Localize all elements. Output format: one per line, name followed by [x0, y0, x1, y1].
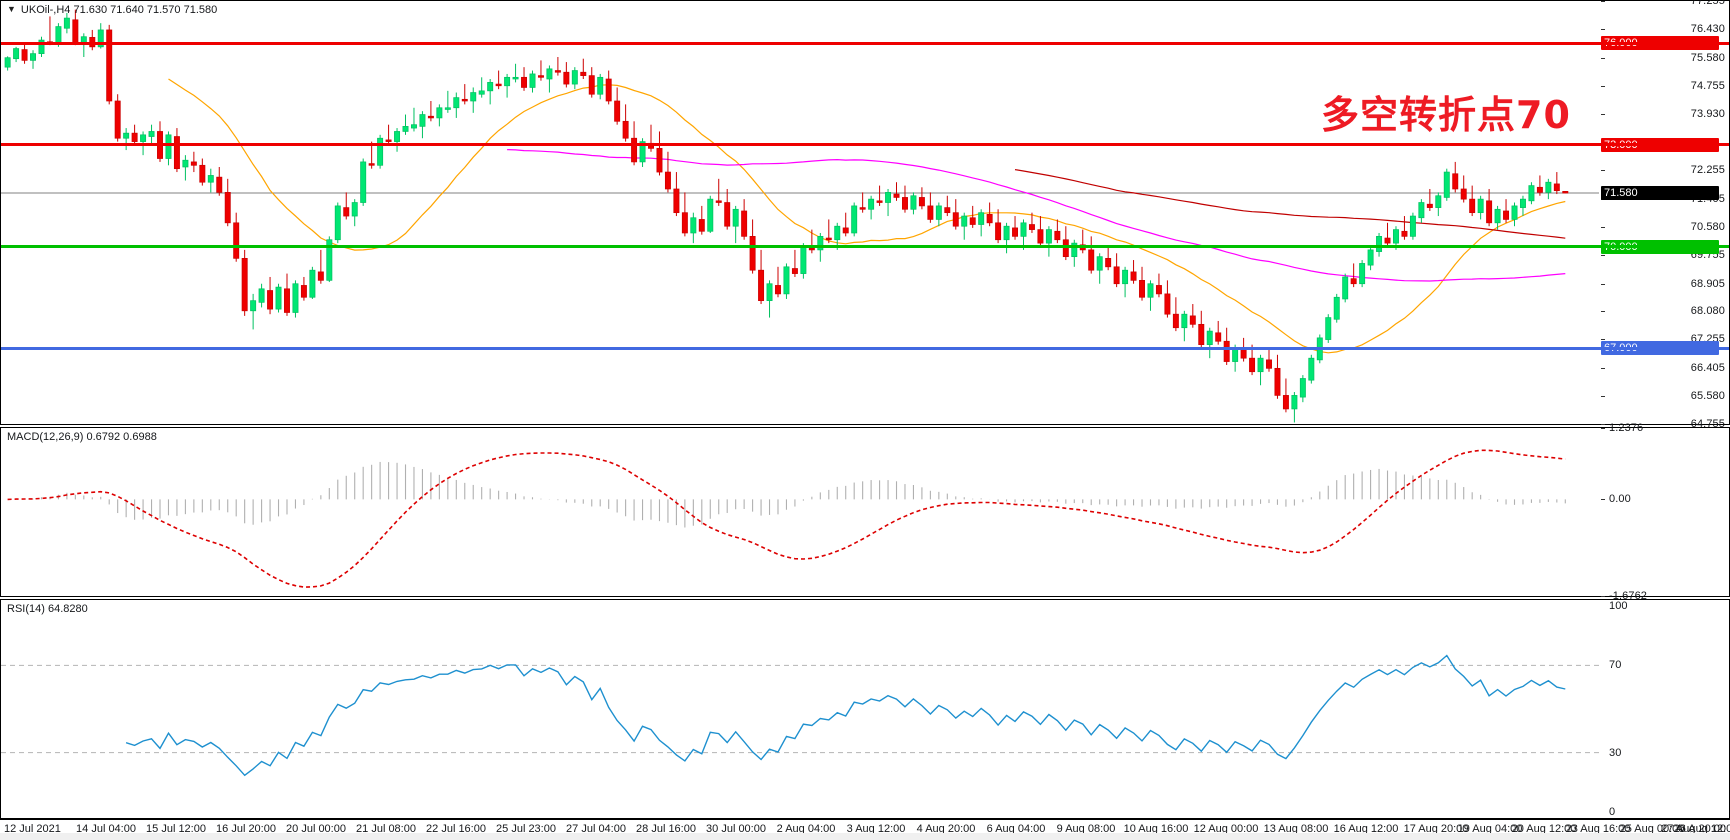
time-axis-label: 16 Jul 20:00 — [216, 823, 276, 835]
rsi-axis-label: 0 — [1609, 806, 1616, 818]
price-axis-label: 65.580 — [1690, 390, 1725, 403]
time-axis-label: 19 Aug 04:00 — [1457, 823, 1523, 835]
price-candlestick-series — [1, 9, 1599, 423]
price-axis-label: 77.255 — [1690, 0, 1725, 7]
time-axis-label: 21 Jul 08:00 — [356, 823, 416, 835]
price-axis-label: 66.405 — [1690, 362, 1725, 375]
price-y-axis: 77.25576.43075.58074.75573.93072.25571.4… — [1599, 0, 1729, 430]
price-axis-label: 72.255 — [1690, 164, 1725, 177]
macd-panel-header: MACD(12,26,9) 0.6792 0.6988 — [7, 431, 157, 443]
time-axis-label: 28 Jul 16:00 — [636, 823, 696, 835]
time-axis-label: 17 Aug 20:00 — [1403, 823, 1469, 835]
macd-axis-label: 1.2376 — [1609, 422, 1644, 434]
time-axis-label: 26 Aug 12:00 — [1673, 823, 1730, 835]
rsi-panel-header: RSI(14) 64.8280 — [7, 603, 88, 615]
axis-tickmark — [1601, 499, 1605, 501]
axis-tickmark — [1601, 368, 1605, 370]
rsi-series — [1, 654, 1599, 777]
price-axis-label: 68.905 — [1690, 277, 1725, 290]
price-level-line-73-000[interactable] — [1, 143, 1729, 147]
axis-tickmark — [1601, 283, 1605, 285]
price-level-line-70-000[interactable] — [1, 245, 1729, 248]
macd-panel[interactable]: 1.2376 0.00 -1.6762 MACD(12,26,9) 0.6792 0… — [0, 422, 1730, 602]
time-axis-label: 25 Aug 00:00 — [1619, 823, 1685, 835]
time-axis-label: 6 Aug 04:00 — [986, 823, 1046, 835]
axis-tickmark — [1601, 57, 1605, 59]
current-price-tag: 71.580 — [1601, 186, 1719, 201]
time-axis-label: 10 Aug 16:00 — [1123, 823, 1189, 835]
axis-tickmark — [1601, 311, 1605, 313]
price-level-line-76-000[interactable] — [1, 41, 1729, 45]
axis-tickmark — [1601, 170, 1605, 172]
time-axis-label: 23 Aug 16:00 — [1565, 823, 1631, 835]
axis-tickmark — [1601, 339, 1605, 341]
price-axis-label: 68.080 — [1690, 305, 1725, 318]
price-chart-panel[interactable]: 77.25576.43075.58074.75573.93072.25571.4… — [0, 0, 1730, 430]
price-level-line-67-000[interactable] — [1, 346, 1729, 350]
time-axis-label: 13 Aug 08:00 — [1263, 823, 1329, 835]
price-axis-label: 70.580 — [1690, 220, 1725, 233]
axis-tickmark — [1601, 396, 1605, 398]
horizontal-scrollbar[interactable] — [0, 833, 1730, 840]
rsi-axis-label: 30 — [1609, 746, 1622, 759]
time-axis-label: 9 Aug 08:00 — [1056, 823, 1116, 835]
time-axis-label: 16 Aug 12:00 — [1333, 823, 1399, 835]
rsi-axis-label: 70 — [1609, 659, 1622, 672]
macd-plot-area[interactable] — [1, 428, 1599, 596]
time-axis-label: 25 Jul 23:00 — [496, 823, 556, 835]
axis-tickmark — [1601, 1, 1605, 2]
axis-tickmark — [1601, 226, 1605, 228]
rsi-panel[interactable]: 100 70 30 0 RSI(14) 64.8280 — [0, 599, 1730, 819]
time-axis-label: 12 Aug 00:00 — [1193, 823, 1259, 835]
rsi-y-axis: 100 70 30 0 — [1599, 600, 1729, 818]
time-axis-label: 4 Aug 20:00 — [916, 823, 976, 835]
price-header-text: UKOil-,H4 71.630 71.640 71.570 71.580 — [20, 4, 218, 16]
time-axis-label: 2 Aug 04:00 — [776, 823, 836, 835]
time-axis-label: 3 Aug 12:00 — [846, 823, 906, 835]
price-axis-label: 76.430 — [1690, 22, 1725, 35]
axis-tickmark — [1601, 28, 1605, 30]
axis-tickmark — [1601, 113, 1605, 115]
price-axis-label: 75.580 — [1690, 51, 1725, 64]
time-axis-label: 27 Jul 04:00 — [566, 823, 626, 835]
axis-tickmark — [1601, 428, 1605, 429]
time-axis-label: 12 Jul 2021 — [4, 823, 61, 835]
time-axis-label: 15 Jul 12:00 — [146, 823, 206, 835]
chart-annotation-text: 多空转折点70 — [1321, 93, 1571, 137]
price-panel-header: ▼ UKOil-,H4 71.630 71.640 71.570 71.580 — [7, 4, 217, 16]
time-axis-label: 20 Aug 12:00 — [1511, 823, 1577, 835]
rsi-axis-label: 100 — [1609, 600, 1628, 612]
price-plot-area[interactable] — [1, 1, 1599, 424]
time-axis-label: 27 Aug 20:00 — [1661, 823, 1726, 835]
axis-tickmark — [1601, 85, 1605, 87]
axis-tickmark — [1601, 254, 1605, 256]
axis-tickmark — [1601, 424, 1605, 425]
time-axis-label: 22 Jul 16:00 — [426, 823, 486, 835]
price-axis-label: 73.930 — [1690, 107, 1725, 120]
macd-axis-label: 0.00 — [1609, 493, 1631, 506]
price-axis-label: 74.755 — [1690, 79, 1725, 92]
caret-down-icon[interactable]: ▼ — [7, 4, 16, 14]
macd-y-axis: 1.2376 0.00 -1.6762 — [1599, 422, 1729, 602]
time-axis-label: 30 Jul 00:00 — [706, 823, 766, 835]
axis-tickmark — [1601, 596, 1605, 597]
time-axis-label: 20 Jul 00:00 — [286, 823, 346, 835]
macd-series — [7, 449, 1566, 588]
rsi-plot-area[interactable] — [1, 600, 1599, 818]
time-axis-label: 14 Jul 04:00 — [76, 823, 136, 835]
